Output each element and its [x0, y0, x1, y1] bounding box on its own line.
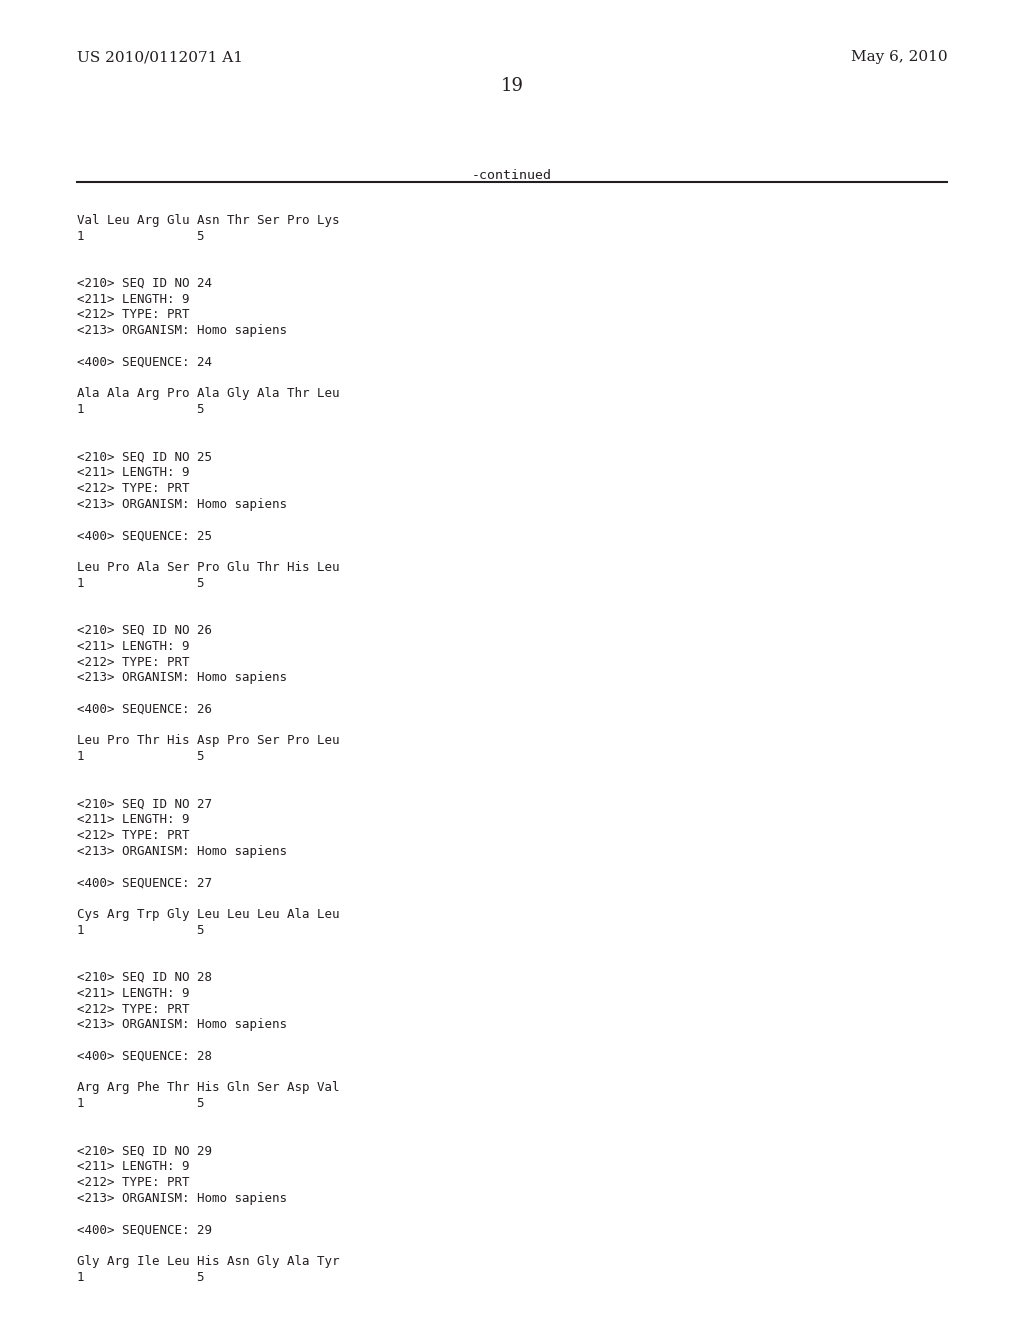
Text: <210> SEQ ID NO 28: <210> SEQ ID NO 28 [77, 972, 212, 983]
Text: <212> TYPE: PRT: <212> TYPE: PRT [77, 829, 189, 842]
Text: Gly Arg Ile Leu His Asn Gly Ala Tyr: Gly Arg Ile Leu His Asn Gly Ala Tyr [77, 1255, 339, 1269]
Text: <212> TYPE: PRT: <212> TYPE: PRT [77, 656, 189, 668]
Text: <400> SEQUENCE: 24: <400> SEQUENCE: 24 [77, 356, 212, 368]
Text: <211> LENGTH: 9: <211> LENGTH: 9 [77, 640, 189, 652]
Text: <213> ORGANISM: Homo sapiens: <213> ORGANISM: Homo sapiens [77, 845, 287, 858]
Text: Ala Ala Arg Pro Ala Gly Ala Thr Leu: Ala Ala Arg Pro Ala Gly Ala Thr Leu [77, 387, 339, 400]
Text: <211> LENGTH: 9: <211> LENGTH: 9 [77, 813, 189, 826]
Text: <210> SEQ ID NO 29: <210> SEQ ID NO 29 [77, 1144, 212, 1158]
Text: <211> LENGTH: 9: <211> LENGTH: 9 [77, 1160, 189, 1173]
Text: <400> SEQUENCE: 27: <400> SEQUENCE: 27 [77, 876, 212, 890]
Text: <400> SEQUENCE: 29: <400> SEQUENCE: 29 [77, 1224, 212, 1237]
Text: <212> TYPE: PRT: <212> TYPE: PRT [77, 1176, 189, 1189]
Text: <211> LENGTH: 9: <211> LENGTH: 9 [77, 466, 189, 479]
Text: <212> TYPE: PRT: <212> TYPE: PRT [77, 482, 189, 495]
Text: 1               5: 1 5 [77, 577, 205, 590]
Text: 1               5: 1 5 [77, 924, 205, 937]
Text: 19: 19 [501, 77, 523, 95]
Text: Val Leu Arg Glu Asn Thr Ser Pro Lys: Val Leu Arg Glu Asn Thr Ser Pro Lys [77, 214, 339, 227]
Text: Arg Arg Phe Thr His Gln Ser Asp Val: Arg Arg Phe Thr His Gln Ser Asp Val [77, 1081, 339, 1094]
Text: -continued: -continued [472, 169, 552, 182]
Text: Leu Pro Thr His Asp Pro Ser Pro Leu: Leu Pro Thr His Asp Pro Ser Pro Leu [77, 734, 339, 747]
Text: US 2010/0112071 A1: US 2010/0112071 A1 [77, 50, 243, 65]
Text: 1               5: 1 5 [77, 403, 205, 416]
Text: 1               5: 1 5 [77, 230, 205, 243]
Text: May 6, 2010: May 6, 2010 [851, 50, 947, 65]
Text: <212> TYPE: PRT: <212> TYPE: PRT [77, 1003, 189, 1015]
Text: <213> ORGANISM: Homo sapiens: <213> ORGANISM: Homo sapiens [77, 498, 287, 511]
Text: Leu Pro Ala Ser Pro Glu Thr His Leu: Leu Pro Ala Ser Pro Glu Thr His Leu [77, 561, 339, 574]
Text: <400> SEQUENCE: 25: <400> SEQUENCE: 25 [77, 529, 212, 543]
Text: Cys Arg Trp Gly Leu Leu Leu Ala Leu: Cys Arg Trp Gly Leu Leu Leu Ala Leu [77, 908, 339, 921]
Text: <213> ORGANISM: Homo sapiens: <213> ORGANISM: Homo sapiens [77, 672, 287, 684]
Text: <210> SEQ ID NO 27: <210> SEQ ID NO 27 [77, 797, 212, 810]
Text: <400> SEQUENCE: 26: <400> SEQUENCE: 26 [77, 702, 212, 715]
Text: <213> ORGANISM: Homo sapiens: <213> ORGANISM: Homo sapiens [77, 1192, 287, 1205]
Text: <210> SEQ ID NO 25: <210> SEQ ID NO 25 [77, 450, 212, 463]
Text: 1               5: 1 5 [77, 750, 205, 763]
Text: 1               5: 1 5 [77, 1271, 205, 1283]
Text: <210> SEQ ID NO 24: <210> SEQ ID NO 24 [77, 277, 212, 290]
Text: <212> TYPE: PRT: <212> TYPE: PRT [77, 309, 189, 322]
Text: <211> LENGTH: 9: <211> LENGTH: 9 [77, 987, 189, 999]
Text: <213> ORGANISM: Homo sapiens: <213> ORGANISM: Homo sapiens [77, 1018, 287, 1031]
Text: <400> SEQUENCE: 28: <400> SEQUENCE: 28 [77, 1049, 212, 1063]
Text: <210> SEQ ID NO 26: <210> SEQ ID NO 26 [77, 624, 212, 638]
Text: 1               5: 1 5 [77, 1097, 205, 1110]
Text: <211> LENGTH: 9: <211> LENGTH: 9 [77, 293, 189, 306]
Text: <213> ORGANISM: Homo sapiens: <213> ORGANISM: Homo sapiens [77, 325, 287, 337]
